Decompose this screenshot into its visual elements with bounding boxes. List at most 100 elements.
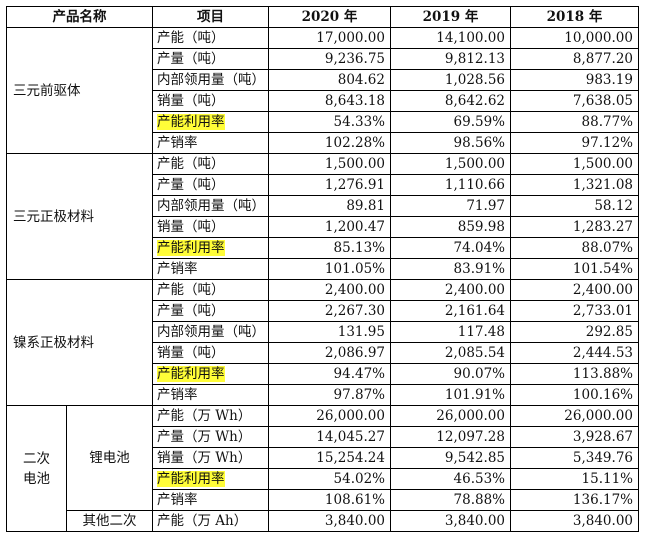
item-cell: 销量（吨）: [152, 216, 269, 238]
value-2019: 98.56%: [390, 132, 511, 154]
value-2020: 9,236.75: [268, 48, 391, 70]
value-2020: 97.87%: [268, 384, 391, 406]
table-row: 产能利用率 54.02% 46.53% 15.11%: [7, 468, 639, 490]
product-name-cell: 三元前驱体: [6, 27, 153, 154]
value-2019: 2,161.64: [390, 300, 511, 322]
value-2018: 1,321.08: [510, 174, 639, 196]
value-2018: 136.17%: [510, 489, 639, 511]
value-2019: 90.07%: [390, 363, 511, 385]
item-cell: 产能利用率: [152, 111, 269, 133]
table-row: 产销率 102.28% 98.56% 97.12%: [7, 132, 639, 154]
item-label: 产量（万 Wh）: [157, 429, 252, 445]
item-label: 产能（万 Wh）: [157, 408, 252, 424]
value-2020: 54.02%: [268, 468, 391, 490]
item-label: 产能利用率: [157, 366, 225, 382]
table-row: 产销率 97.87% 101.91% 100.16%: [7, 384, 639, 406]
value-2019: 117.48: [390, 321, 511, 343]
item-cell: 内部领用量（吨）: [152, 321, 269, 343]
value-2018: 2,400.00: [510, 279, 639, 301]
battery-category-label: 二次电池: [23, 450, 50, 487]
value-2020: 26,000.00: [268, 405, 391, 427]
value-2020: 1,500.00: [268, 153, 391, 175]
item-label: 产量（吨）: [157, 177, 225, 193]
value-2018: 88.07%: [510, 237, 639, 259]
value-2020: 2,267.30: [268, 300, 391, 322]
item-label: 产销率: [157, 135, 198, 151]
value-2019: 9,812.13: [390, 48, 511, 70]
header-2020: 2020 年: [268, 6, 391, 28]
value-2018: 292.85: [510, 321, 639, 343]
battery-subcategory-cell: 其他二次: [66, 510, 153, 532]
header-item: 项目: [152, 6, 269, 28]
table-row: 销量（吨） 8,643.18 8,642.62 7,638.05: [7, 90, 639, 112]
value-2018: 88.77%: [510, 111, 639, 133]
value-2020: 101.05%: [268, 258, 391, 280]
value-2020: 1,200.47: [268, 216, 391, 238]
value-2018: 8,877.20: [510, 48, 639, 70]
header-2018: 2018 年: [510, 6, 639, 28]
item-cell: 产能（吨）: [152, 279, 269, 301]
value-2018: 100.16%: [510, 384, 639, 406]
item-label: 产能（万 Ah）: [157, 513, 248, 529]
item-label: 产能利用率: [157, 240, 225, 256]
product-name-cell: 镍系正极材料: [6, 279, 153, 406]
item-cell: 产量（万 Wh）: [152, 426, 269, 448]
item-cell: 产能（吨）: [152, 153, 269, 175]
item-cell: 产能利用率: [152, 468, 269, 490]
item-cell: 产能（万 Wh）: [152, 405, 269, 427]
value-2020: 54.33%: [268, 111, 391, 133]
value-2019: 9,542.85: [390, 447, 511, 469]
item-cell: 产销率: [152, 384, 269, 406]
item-label: 产能利用率: [157, 471, 225, 487]
value-2019: 78.88%: [390, 489, 511, 511]
item-cell: 产销率: [152, 258, 269, 280]
value-2018: 1,283.27: [510, 216, 639, 238]
value-2020: 804.62: [268, 69, 391, 91]
table-row: 内部领用量（吨） 131.95 117.48 292.85: [7, 321, 639, 343]
item-cell: 产量（吨）: [152, 48, 269, 70]
table-row: 三元正极材料 产能（吨） 1,500.00 1,500.00 1,500.00: [6, 153, 639, 280]
value-2019: 101.91%: [390, 384, 511, 406]
table-body: 三元前驱体 产能（吨） 17,000.00 14,100.00 10,000.00 产量（…: [6, 27, 639, 532]
table-row: 二次电池 锂电池 产能（万 Wh） 26,000.00 26,000.00 26,000.…: [6, 405, 639, 532]
value-2020: 3,840.00: [268, 510, 391, 532]
product-name-cell: 三元正极材料: [6, 153, 153, 280]
value-2020: 89.81: [268, 195, 391, 217]
item-cell: 产能利用率: [152, 237, 269, 259]
item-cell: 产能利用率: [152, 363, 269, 385]
value-2019: 1,500.00: [390, 153, 511, 175]
value-2018: 3,840.00: [510, 510, 639, 532]
item-cell: 产销率: [152, 489, 269, 511]
value-2019: 12,097.28: [390, 426, 511, 448]
value-2018: 101.54%: [510, 258, 639, 280]
item-cell: 产量（吨）: [152, 300, 269, 322]
value-2020: 108.61%: [268, 489, 391, 511]
table-row: 产量（吨） 1,276.91 1,110.66 1,321.08: [7, 174, 639, 196]
value-2019: 71.97: [390, 195, 511, 217]
item-label: 产销率: [157, 492, 198, 508]
value-2020: 85.13%: [268, 237, 391, 259]
item-cell: 销量（吨）: [152, 90, 269, 112]
value-2018: 58.12: [510, 195, 639, 217]
header-row: 产品名称 项目 2020 年 2019 年 2018 年: [6, 6, 639, 28]
value-2018: 2,733.01: [510, 300, 639, 322]
value-2019: 74.04%: [390, 237, 511, 259]
value-2020: 15,254.24: [268, 447, 391, 469]
value-2019: 2,400.00: [390, 279, 511, 301]
item-cell: 产能（吨）: [152, 27, 269, 49]
value-2018: 1,500.00: [510, 153, 639, 175]
item-cell: 内部领用量（吨）: [152, 69, 269, 91]
value-2018: 5,349.76: [510, 447, 639, 469]
capacity-table-container: 产品名称 项目 2020 年 2019 年 2018 年 三元前驱体 产能（吨） 1…: [6, 6, 639, 532]
value-2019: 3,840.00: [390, 510, 511, 532]
value-2019: 26,000.00: [390, 405, 511, 427]
item-cell: 产量（吨）: [152, 174, 269, 196]
item-label: 产销率: [157, 261, 198, 277]
battery-subcategory-cell: 锂电池: [66, 405, 153, 511]
item-label: 内部领用量（吨）: [157, 324, 265, 340]
value-2018: 113.88%: [510, 363, 639, 385]
header-product-name: 产品名称: [6, 6, 153, 28]
value-2019: 1,028.56: [390, 69, 511, 91]
value-2020: 8,643.18: [268, 90, 391, 112]
value-2020: 102.28%: [268, 132, 391, 154]
